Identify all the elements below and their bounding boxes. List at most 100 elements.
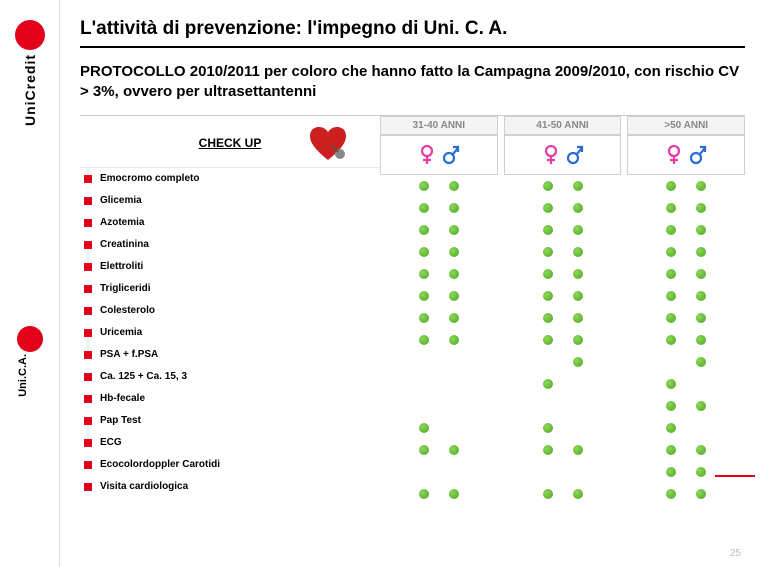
dot-included-icon — [543, 291, 553, 301]
test-label: Pap Test — [100, 415, 141, 426]
brand-unica: Uni.C.A. — [17, 354, 29, 397]
dot-included-icon — [666, 401, 676, 411]
dot-row — [627, 197, 745, 219]
dot-included-icon — [419, 291, 429, 301]
test-row: PSA + f.PSA — [80, 344, 380, 366]
dot-row — [504, 395, 622, 417]
bullet-icon — [84, 329, 92, 337]
bullet-icon — [84, 219, 92, 227]
page-title: L'attività di prevenzione: l'impegno di … — [80, 18, 745, 40]
dot-row — [627, 439, 745, 461]
male-icon — [442, 145, 460, 165]
test-row: ECG — [80, 432, 380, 454]
dot-row — [627, 263, 745, 285]
dot-empty — [573, 467, 583, 477]
dot-included-icon — [419, 247, 429, 257]
dot-included-icon — [449, 181, 459, 191]
bullet-icon — [84, 351, 92, 359]
dot-empty — [419, 357, 429, 367]
dot-included-icon — [666, 335, 676, 345]
dot-included-icon — [543, 423, 553, 433]
dot-row — [380, 219, 498, 241]
dot-included-icon — [696, 203, 706, 213]
bullet-icon — [84, 263, 92, 271]
dot-empty — [419, 379, 429, 389]
dot-empty — [573, 423, 583, 433]
dot-included-icon — [666, 247, 676, 257]
dot-row — [380, 197, 498, 219]
dot-included-icon — [419, 423, 429, 433]
dot-included-icon — [449, 225, 459, 235]
dot-included-icon — [449, 247, 459, 257]
dot-included-icon — [666, 269, 676, 279]
dot-row — [627, 307, 745, 329]
dot-empty — [696, 379, 706, 389]
gender-header — [380, 135, 498, 175]
test-row: Pap Test — [80, 410, 380, 432]
dot-included-icon — [449, 203, 459, 213]
dot-included-icon — [573, 181, 583, 191]
dot-row — [627, 483, 745, 505]
dot-included-icon — [419, 225, 429, 235]
dot-included-icon — [666, 181, 676, 191]
dot-included-icon — [419, 335, 429, 345]
dot-included-icon — [696, 269, 706, 279]
dot-included-icon — [696, 247, 706, 257]
sidebar: UniCredit Uni.C.A. — [0, 0, 60, 567]
dot-included-icon — [666, 423, 676, 433]
dot-included-icon — [573, 335, 583, 345]
test-row: Uricemia — [80, 322, 380, 344]
dot-included-icon — [449, 313, 459, 323]
dot-empty — [696, 423, 706, 433]
test-label: Elettroliti — [100, 261, 143, 272]
dot-empty — [543, 401, 553, 411]
dot-empty — [573, 401, 583, 411]
test-label: PSA + f.PSA — [100, 349, 158, 360]
female-icon — [418, 145, 436, 165]
dot-empty — [449, 357, 459, 367]
dot-row — [627, 417, 745, 439]
dot-included-icon — [666, 379, 676, 389]
bullet-icon — [84, 197, 92, 205]
dot-included-icon — [666, 489, 676, 499]
bullet-icon — [84, 373, 92, 381]
test-row: Glicemia — [80, 190, 380, 212]
tests-column: CHECK UP Emocromo completoGlicemiaAzotem… — [80, 116, 380, 505]
dot-row — [504, 417, 622, 439]
dot-included-icon — [449, 335, 459, 345]
dot-row — [627, 461, 745, 483]
gender-header — [504, 135, 622, 175]
dot-row — [627, 285, 745, 307]
dot-included-icon — [419, 269, 429, 279]
test-label: Creatinina — [100, 239, 149, 250]
accent-bar — [715, 475, 755, 477]
age-header: 41-50 ANNI — [504, 116, 622, 135]
dot-included-icon — [449, 291, 459, 301]
dot-included-icon — [666, 203, 676, 213]
dot-empty — [449, 423, 459, 433]
dot-included-icon — [696, 445, 706, 455]
test-label: Hb-fecale — [100, 393, 145, 404]
dot-included-icon — [696, 181, 706, 191]
unica-logo-icon — [17, 326, 43, 352]
test-row: Trigliceridi — [80, 278, 380, 300]
dot-included-icon — [419, 445, 429, 455]
dot-row — [504, 483, 622, 505]
dot-included-icon — [543, 181, 553, 191]
dot-empty — [573, 379, 583, 389]
test-row: Azotemia — [80, 212, 380, 234]
dot-row — [380, 373, 498, 395]
dot-included-icon — [543, 379, 553, 389]
bullet-icon — [84, 285, 92, 293]
test-row: Ca. 125 + Ca. 15, 3 — [80, 366, 380, 388]
dot-row — [504, 285, 622, 307]
dot-row — [380, 483, 498, 505]
dot-included-icon — [696, 489, 706, 499]
test-row: Colesterolo — [80, 300, 380, 322]
age-header: >50 ANNI — [627, 116, 745, 135]
dot-included-icon — [449, 269, 459, 279]
dot-included-icon — [573, 247, 583, 257]
dot-row — [504, 439, 622, 461]
gender-header — [627, 135, 745, 175]
dot-row — [504, 307, 622, 329]
